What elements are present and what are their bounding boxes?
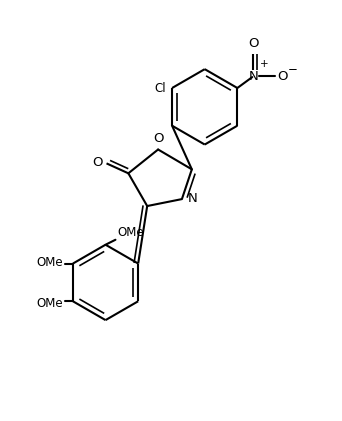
Text: O: O	[153, 131, 163, 144]
Text: OMe: OMe	[117, 226, 144, 239]
Text: OMe: OMe	[36, 256, 63, 269]
Text: +: +	[260, 59, 269, 69]
Text: O: O	[92, 156, 103, 169]
Text: N: N	[248, 69, 258, 83]
Text: O: O	[248, 37, 259, 51]
Text: O: O	[277, 69, 288, 83]
Text: OMe: OMe	[36, 297, 63, 310]
Text: Cl: Cl	[155, 82, 166, 94]
Text: −: −	[288, 63, 298, 76]
Text: N: N	[188, 192, 198, 205]
